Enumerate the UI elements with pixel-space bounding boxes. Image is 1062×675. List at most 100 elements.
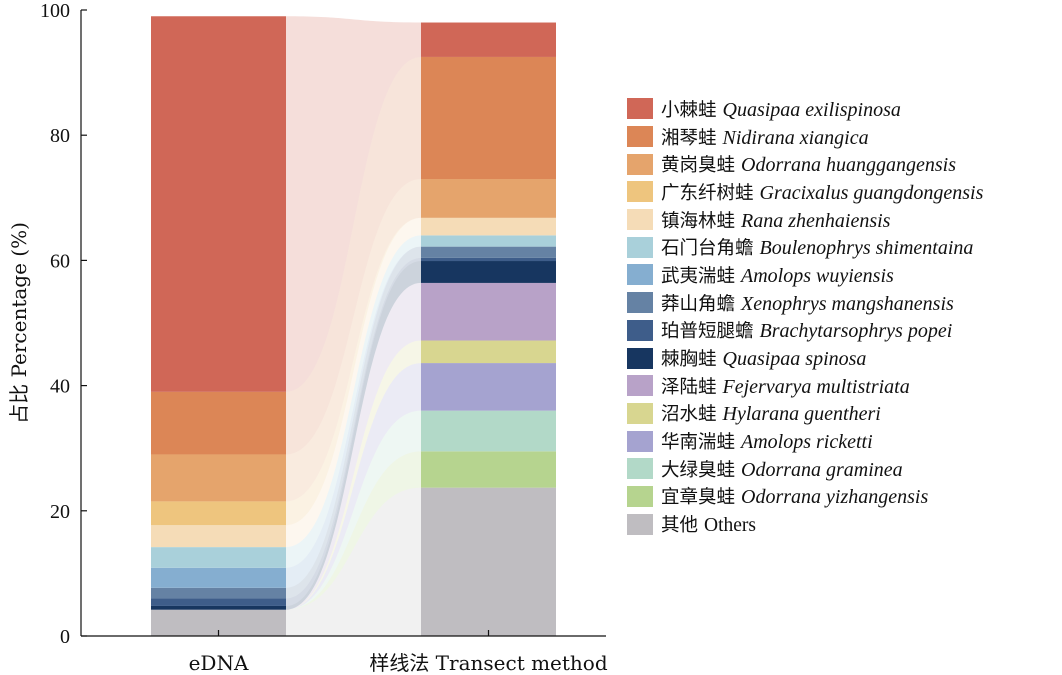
legend-label-sci: Odorrana huanggangensis <box>741 154 957 177</box>
flow-band <box>286 261 421 610</box>
legend-label-zh: 其他 <box>661 515 699 537</box>
legend-swatch <box>627 402 653 424</box>
bar-segment <box>421 282 556 341</box>
flow-band <box>286 257 421 606</box>
legend-swatch <box>627 430 653 452</box>
y-tick-label: 0 <box>60 626 70 648</box>
legend-item: 其他 Others <box>627 510 983 538</box>
bar-segment <box>421 487 556 636</box>
bar-segment <box>151 454 286 502</box>
legend-swatch <box>627 485 653 507</box>
legend-swatch <box>627 375 653 397</box>
legend-label-sci: Rana zhenhaiensis <box>741 209 891 232</box>
legend-label-sci: Amolops ricketti <box>741 431 873 454</box>
legend-label-zh: 泽陆蛙 <box>661 376 717 398</box>
legend-label-sci: Odorrana graminea <box>741 458 903 481</box>
bar-segment <box>421 340 556 364</box>
flow-band <box>286 363 421 610</box>
flow-band <box>286 235 421 568</box>
y-tick-label: 40 <box>50 376 70 398</box>
y-tick-label: 100 <box>40 0 70 22</box>
legend-item: 宜章臭蛙 Odorrana yizhangensis <box>627 483 983 511</box>
bar-segment <box>151 587 286 599</box>
bar-segment <box>151 16 286 392</box>
legend-label-sci: Others <box>704 515 757 537</box>
legend-label-zh: 广东纤树蛙 <box>661 182 754 204</box>
x-category-label-transect: 样线法 Transect method <box>369 651 608 675</box>
legend-swatch <box>627 264 653 286</box>
legend-item: 珀普短腿蟾 Brachytarsophrys popei <box>627 317 983 345</box>
legend-label-sci: Amolops wuyiensis <box>741 264 894 287</box>
bar-segment <box>421 217 556 236</box>
flow-band <box>286 487 421 636</box>
legend-swatch <box>627 209 653 231</box>
y-ticks: 0 20 40 60 80 100 <box>40 0 490 648</box>
legend-label-sci: Brachytarsophrys popei <box>759 320 953 343</box>
axes <box>80 10 606 637</box>
flow-band <box>286 16 421 392</box>
bar-segment <box>421 257 556 262</box>
legend-label-zh: 武夷湍蛙 <box>661 265 736 287</box>
legend-label-zh: 大绿臭蛙 <box>661 459 736 481</box>
legend-item: 沼水蛙 Hylarana guentheri <box>627 400 983 428</box>
legend-item: 小棘蛙 Quasipaa exilispinosa <box>627 95 983 123</box>
flow-band <box>286 451 421 610</box>
bar-segment <box>151 598 286 606</box>
legend-label-zh: 沼水蛙 <box>661 404 717 426</box>
legend-label-zh: 镇海林蛙 <box>661 210 736 232</box>
bars <box>151 16 556 636</box>
legend-item: 湘琴蛙 Nidirana xiangica <box>627 123 983 151</box>
y-tick-label: 80 <box>50 125 70 147</box>
legend-item: 华南湍蛙 Amolops ricketti <box>627 427 983 455</box>
flow-band <box>286 282 421 610</box>
legend-label-sci: Hylarana guentheri <box>722 403 881 426</box>
y-tick-label: 60 <box>50 250 70 272</box>
bar-segment <box>421 261 556 283</box>
legend-swatch <box>627 181 653 203</box>
y-tick-label: 20 <box>50 501 70 523</box>
bar-segment <box>421 451 556 488</box>
bar-segment <box>421 22 556 57</box>
bar-segment <box>421 246 556 258</box>
legend-label-zh: 小棘蛙 <box>661 99 717 121</box>
legend-swatch <box>627 292 653 314</box>
bar-segment <box>151 391 286 455</box>
legend-item: 武夷湍蛙 Amolops wuyiensis <box>627 261 983 289</box>
legend-label-zh: 华南湍蛙 <box>661 432 736 454</box>
legend-label-sci: Fejervarya multistriata <box>722 375 910 398</box>
legend-swatch <box>627 513 653 535</box>
legend-item: 镇海林蛙 Rana zhenhaiensis <box>627 206 983 234</box>
legend-label-sci: Boulenophrys shimentaina <box>759 237 974 260</box>
bar-segment <box>151 525 286 548</box>
legend-item: 黄岗臭蛙 Odorrana huanggangensis <box>627 150 983 178</box>
legend-label-zh: 石门台角蟾 <box>661 238 754 260</box>
bar-segment <box>421 235 556 247</box>
legend-label-sci: Odorrana yizhangensis <box>741 486 929 509</box>
bar-segment <box>421 363 556 411</box>
bar-segment <box>421 56 556 180</box>
legend-label-sci: Nidirana xiangica <box>722 126 869 149</box>
legend-label-zh: 莽山角蟾 <box>661 293 736 315</box>
bar-segment <box>151 547 286 568</box>
legend-label-sci: Xenophrys mangshanensis <box>741 292 954 315</box>
flow-band <box>286 217 421 548</box>
legend-label-zh: 珀普短腿蟾 <box>661 321 754 343</box>
y-axis-title: 占比 Percentage (%) <box>7 222 31 424</box>
legend-swatch <box>627 319 653 341</box>
legend-label-sci: Gracixalus guangdongensis <box>759 181 984 204</box>
legend-label-zh: 宜章臭蛙 <box>661 487 736 509</box>
legend-swatch <box>627 126 653 148</box>
legend-label-zh: 棘胸蛙 <box>661 349 717 371</box>
flow-band <box>286 179 421 502</box>
legend-item: 大绿臭蛙 Odorrana graminea <box>627 455 983 483</box>
legend-swatch <box>627 458 653 480</box>
legend-item: 泽陆蛙 Fejervarya multistriata <box>627 372 983 400</box>
legend-label-sci: Quasipaa spinosa <box>722 348 867 371</box>
flow-band <box>286 410 421 610</box>
legend-item: 莽山角蟾 Xenophrys mangshanensis <box>627 289 983 317</box>
legend-label-zh: 湘琴蛙 <box>661 127 717 149</box>
flow-band <box>286 56 421 455</box>
x-category-label-edna: eDNA <box>189 651 249 675</box>
legend-label-sci: Quasipaa exilispinosa <box>722 98 901 121</box>
